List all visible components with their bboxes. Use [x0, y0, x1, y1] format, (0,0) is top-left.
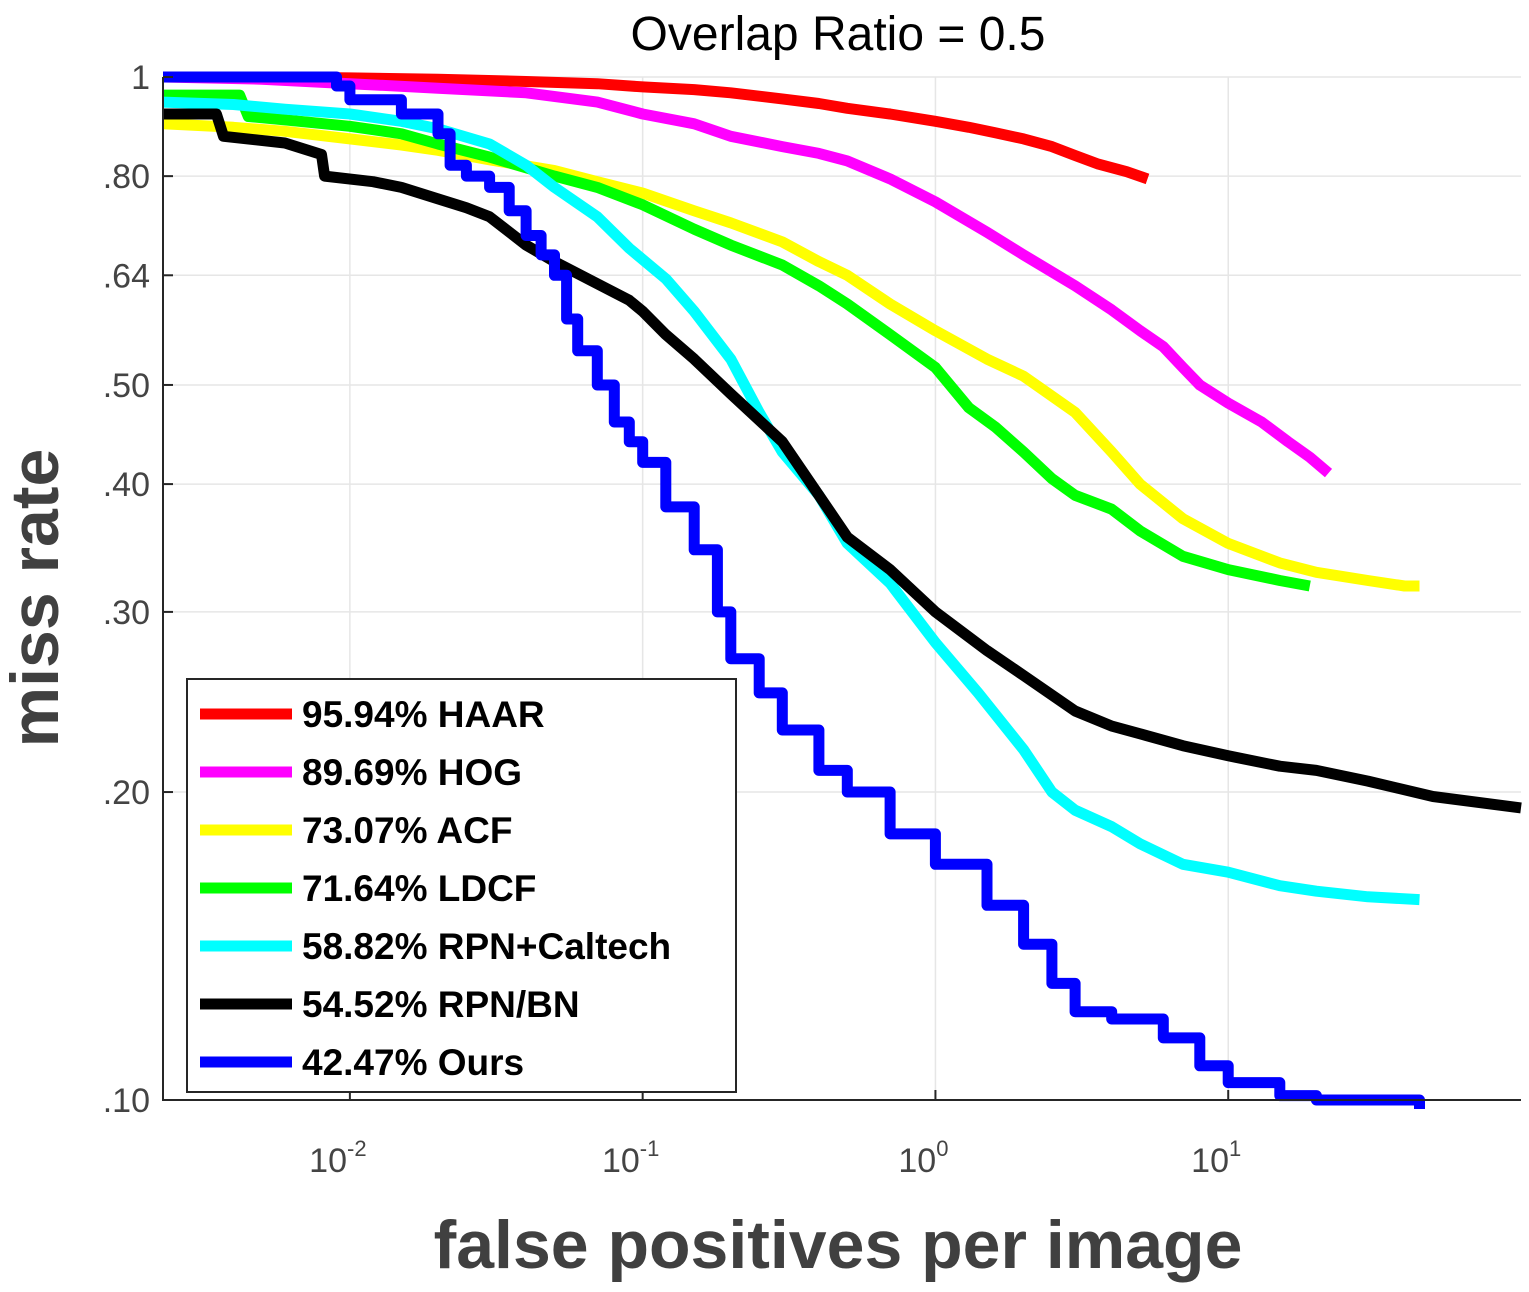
y-tick-label: .40 [103, 466, 150, 504]
x-axis-label: false positives per image [434, 1207, 1243, 1283]
series-lines [162, 71, 1522, 1109]
legend-label: 95.94% HAAR [302, 694, 545, 735]
y-tick-label: .30 [103, 594, 150, 632]
legend-label: 73.07% ACF [302, 810, 512, 851]
y-tick-label: 1 [131, 59, 150, 97]
series-line-1 [162, 71, 1333, 478]
chart-title: Overlap Ratio = 0.5 [631, 8, 1046, 61]
legend-label: 42.47% Ours [302, 1042, 524, 1083]
series-line-0 [163, 71, 1150, 185]
series-line-3 [163, 89, 1311, 592]
x-tick-label: 100 [898, 1136, 948, 1180]
y-tick-label: .50 [103, 367, 150, 405]
series-line-2 [162, 118, 1420, 592]
legend-label: 54.52% RPN/BN [302, 984, 580, 1025]
x-tick-label: 10-1 [602, 1136, 659, 1180]
y-tick-labels: .10 .20 .30 .40 .50 .64 .80 1 [103, 59, 150, 1120]
legend-label: 89.69% HOG [302, 752, 522, 793]
x-tick-label: 101 [1191, 1136, 1241, 1180]
y-axis-label: miss rate [0, 449, 73, 748]
x-tick-labels: 10-2 10-1 100 101 [309, 1136, 1241, 1180]
y-tick-label: .10 [103, 1082, 150, 1120]
legend: 95.94% HAAR 89.69% HOG 73.07% ACF 71.64% LD… [186, 678, 737, 1093]
legend-label: 71.64% LDCF [302, 868, 536, 909]
y-tick-label: .20 [103, 774, 150, 812]
y-tick-label: .80 [103, 158, 150, 196]
series-line-5 [163, 108, 1522, 814]
y-tick-label: .64 [103, 257, 150, 295]
series-line-6 [163, 71, 1425, 1109]
axis-frame [162, 77, 1521, 1101]
legend-label: 58.82% RPN+Caltech [302, 926, 671, 967]
x-tick-label: 10-2 [309, 1136, 366, 1180]
